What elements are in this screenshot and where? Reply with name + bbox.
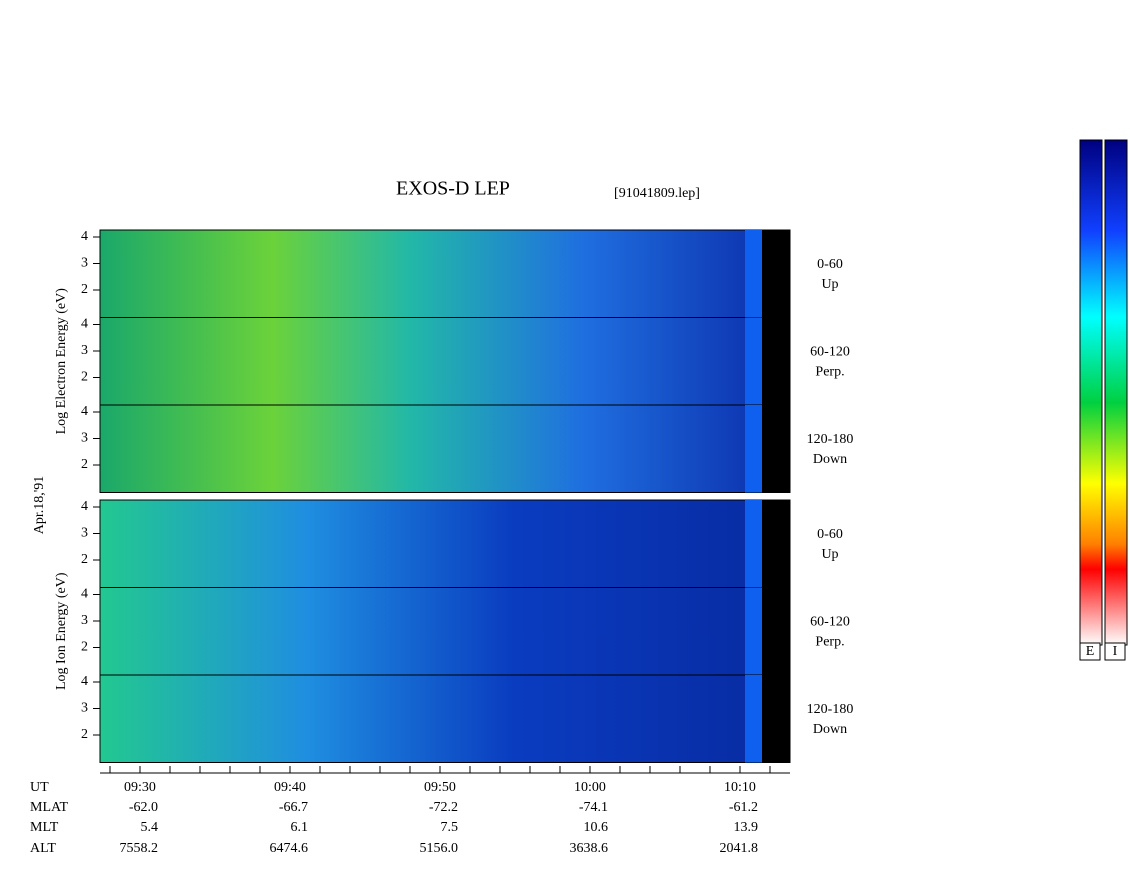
orbit-value: 13.9 <box>734 820 759 835</box>
direction: Up <box>821 277 838 292</box>
orbit-value: 7558.2 <box>120 841 159 856</box>
colorbar-label: I <box>1113 644 1118 659</box>
spectrogram-panel <box>99 317 791 406</box>
energy-tick-label: 3 <box>81 431 88 446</box>
row-label: UT <box>30 780 49 795</box>
blue-strip <box>745 500 762 588</box>
no-data <box>762 230 790 318</box>
file-name: [91041809.lep] <box>614 186 700 201</box>
row-label: MLAT <box>30 800 69 815</box>
pitch-angle: 60-120 <box>810 615 850 630</box>
colorbar-e <box>1079 139 1103 646</box>
no-data <box>762 587 790 675</box>
orbit-value: 3638.6 <box>570 841 609 856</box>
direction: Up <box>821 547 838 562</box>
spectrogram-panel <box>99 587 791 676</box>
energy-tick-label: 3 <box>81 343 88 358</box>
pitch-angle: 0-60 <box>817 527 843 542</box>
spectrogram-panel <box>99 499 791 588</box>
energy-tick-label: 3 <box>81 256 88 271</box>
colorbar-label-box <box>1104 642 1126 661</box>
colorbar-i <box>1104 139 1128 646</box>
direction: Perp. <box>815 635 844 650</box>
axis-label: Log Ion Energy (eV) <box>54 572 69 690</box>
no-data <box>762 405 790 493</box>
orbit-value: 5.4 <box>141 820 159 835</box>
spectrogram-panel <box>99 229 791 318</box>
direction: Down <box>813 722 847 737</box>
orbit-value: 09:40 <box>274 780 306 795</box>
pitch-angle: 0-60 <box>817 257 843 272</box>
energy-tick-label: 2 <box>81 552 88 567</box>
energy-tick-label: 4 <box>81 674 88 689</box>
pitch-angle: 60-120 <box>810 345 850 360</box>
no-data <box>762 500 790 588</box>
blue-strip <box>745 675 762 763</box>
date: Apr.18,'91 <box>32 476 47 535</box>
blue-strip <box>745 405 762 493</box>
axis-label: Log Electron Energy (eV) <box>54 288 69 435</box>
blue-strip <box>745 317 762 405</box>
pitch-angle: 120-180 <box>807 432 854 447</box>
energy-tick-label: 2 <box>81 370 88 385</box>
energy-tick-label: 4 <box>81 404 88 419</box>
energy-tick-label: 4 <box>81 499 88 514</box>
orbit-value: 6474.6 <box>270 841 309 856</box>
orbit-value: -66.7 <box>279 800 308 815</box>
row-label: ALT <box>30 841 56 856</box>
energy-tick-label: 3 <box>81 701 88 716</box>
orbit-value: 10:00 <box>574 780 606 795</box>
direction: Down <box>813 452 847 467</box>
orbit-value: 6.1 <box>291 820 309 835</box>
energy-tick-label: 2 <box>81 727 88 742</box>
spectrogram-panel <box>99 404 791 493</box>
title: EXOS-D LEP <box>396 178 510 200</box>
orbit-value: 2041.8 <box>720 841 759 856</box>
direction: Perp. <box>815 365 844 380</box>
spectrogram-panel <box>99 674 791 763</box>
no-data <box>762 317 790 405</box>
colorbar-label-box <box>1079 642 1101 661</box>
energy-tick-label: 3 <box>81 613 88 628</box>
energy-tick-label: 4 <box>81 229 88 244</box>
energy-tick-label: 3 <box>81 526 88 541</box>
orbit-value: 7.5 <box>441 820 459 835</box>
orbit-value: -74.1 <box>579 800 608 815</box>
orbit-value: -72.2 <box>429 800 458 815</box>
orbit-value: 09:50 <box>424 780 456 795</box>
energy-tick-label: 4 <box>81 587 88 602</box>
orbit-value: -62.0 <box>129 800 158 815</box>
orbit-value: -61.2 <box>729 800 758 815</box>
energy-tick-label: 2 <box>81 282 88 297</box>
blue-strip <box>745 230 762 318</box>
energy-tick-label: 4 <box>81 317 88 332</box>
colorbar-label: E <box>1086 644 1095 659</box>
orbit-value: 09:30 <box>124 780 156 795</box>
energy-tick-label: 2 <box>81 640 88 655</box>
orbit-value: 5156.0 <box>420 841 459 856</box>
no-data <box>762 675 790 763</box>
row-label: MLT <box>30 820 59 835</box>
energy-tick-label: 2 <box>81 457 88 472</box>
orbit-value: 10.6 <box>584 820 609 835</box>
pitch-angle: 120-180 <box>807 702 854 717</box>
orbit-value: 10:10 <box>724 780 756 795</box>
blue-strip <box>745 587 762 675</box>
